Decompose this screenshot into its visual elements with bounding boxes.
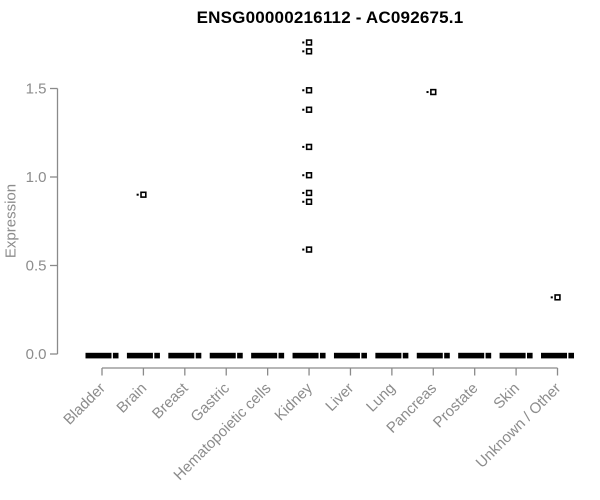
data-point-dash <box>550 296 553 299</box>
data-point <box>305 246 313 253</box>
y-tick-label: 1.0 <box>26 169 47 186</box>
x-tick-label: Bladder <box>60 380 109 429</box>
data-point-dash <box>302 89 305 92</box>
zero-value-cluster <box>568 352 575 359</box>
zero-value-cluster <box>237 352 243 359</box>
zero-value-cluster <box>251 352 278 359</box>
x-tick-label: Skin <box>490 380 523 413</box>
zero-value-cluster <box>126 352 153 359</box>
y-tick-label: 1.5 <box>26 81 47 98</box>
data-point <box>305 106 313 113</box>
y-axis-title: Expression <box>2 183 20 259</box>
zero-value-cluster <box>333 352 360 359</box>
zero-value-cluster <box>168 352 195 359</box>
data-point-dash <box>302 41 305 44</box>
x-tick-label: Breast <box>149 379 192 422</box>
data-point <box>305 87 313 94</box>
data-point-dash <box>302 191 305 194</box>
zero-value-cluster <box>375 352 402 359</box>
data-point-dash <box>136 193 139 196</box>
chart-title: ENSG00000216112 - AC092675.1 <box>196 8 464 27</box>
x-tick-label: Liver <box>322 380 357 415</box>
zero-value-cluster <box>402 352 409 359</box>
y-tick-label: 0.5 <box>26 258 47 275</box>
zero-value-cluster <box>458 352 485 359</box>
zero-value-cluster <box>541 352 568 359</box>
zero-value-cluster <box>112 352 119 359</box>
zero-value-cluster <box>499 352 526 359</box>
x-tick-label: Brain <box>113 380 150 417</box>
zero-value-cluster <box>444 352 450 359</box>
zero-value-cluster <box>319 352 326 359</box>
zero-value-cluster <box>292 352 319 359</box>
y-tick-label: 0.0 <box>26 346 47 363</box>
data-point-dash <box>302 108 305 111</box>
x-tick-label: Kidney <box>271 379 316 424</box>
zero-value-cluster <box>485 352 492 359</box>
data-point-dash <box>302 248 305 251</box>
data-point <box>305 143 313 151</box>
zero-value-cluster <box>85 352 112 359</box>
zero-value-cluster <box>278 352 285 359</box>
zero-value-cluster <box>527 352 533 359</box>
data-point-dash <box>302 200 305 203</box>
zero-value-cluster <box>195 352 202 359</box>
zero-value-cluster <box>361 352 367 359</box>
x-tick-label: Lung <box>363 380 399 416</box>
data-point-dash <box>426 91 429 94</box>
data-point <box>430 88 437 96</box>
zero-value-cluster <box>154 352 160 359</box>
data-point <box>305 198 313 205</box>
data-point-dash <box>302 145 305 148</box>
data-point-dash <box>302 174 305 177</box>
data-point <box>305 48 313 55</box>
data-point-dash <box>302 50 305 53</box>
zero-value-cluster <box>416 352 443 359</box>
data-point <box>305 189 313 197</box>
data-point <box>554 294 561 301</box>
x-tick-label: Prostate <box>430 380 482 432</box>
data-point <box>140 191 147 198</box>
data-point <box>305 39 313 46</box>
data-point <box>305 172 313 179</box>
zero-value-cluster <box>209 352 236 359</box>
